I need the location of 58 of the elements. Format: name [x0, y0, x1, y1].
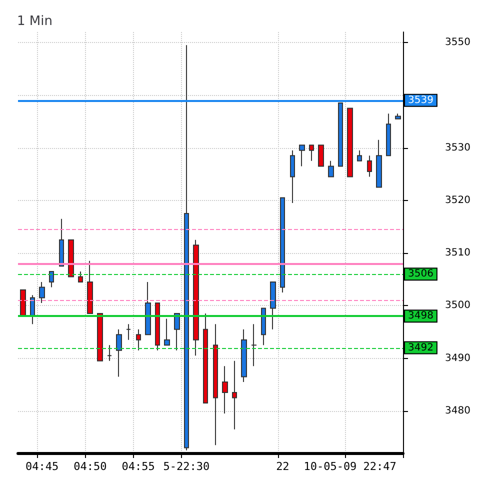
- candlestick: [126, 324, 131, 340]
- ref-line-label: 3498: [408, 310, 434, 322]
- y-tick-label: 3480: [445, 405, 470, 416]
- candlestick: [184, 44, 189, 451]
- candlestick: [309, 144, 314, 162]
- candlestick: [338, 102, 343, 167]
- x-tick-label: 5-22:30: [163, 460, 210, 473]
- candlestick: [203, 313, 208, 404]
- candlestick: [241, 328, 247, 382]
- y-tick-label: 3510: [445, 248, 470, 259]
- candlestick: [164, 318, 170, 346]
- candlestick: [251, 324, 257, 367]
- x-tick-label: 10-05-09 22:47: [304, 460, 396, 473]
- candlestick: [232, 360, 237, 430]
- x-tick-label: 22: [276, 460, 290, 473]
- ref-line-label: 3539: [408, 94, 434, 106]
- candlestick: [59, 218, 64, 267]
- x-tick-label: 04:55: [122, 460, 155, 473]
- y-tick-label: 3500: [445, 300, 470, 312]
- candlestick: [97, 313, 103, 362]
- candlestick: [136, 328, 141, 351]
- y-tick-label: 3520: [445, 194, 470, 206]
- x-tick-label: 04:50: [74, 460, 107, 473]
- candlestick: [145, 281, 151, 336]
- x-tick-label: 04:45: [26, 460, 59, 473]
- candlestick: [386, 113, 391, 156]
- candlestick: [222, 366, 228, 414]
- candlestick: [357, 150, 362, 162]
- y-tick-label: 3550: [445, 37, 470, 48]
- ref-line-label: 3492: [408, 342, 434, 354]
- candlestick: [116, 328, 122, 378]
- ref-line-label: 3506: [408, 268, 434, 280]
- candlestick: [395, 113, 401, 120]
- candlestick: [78, 270, 83, 282]
- candlestick: [213, 324, 218, 446]
- candlestick: [155, 302, 160, 351]
- candlestick: [49, 270, 54, 288]
- candlestick: [174, 313, 180, 351]
- candlestick: [193, 239, 199, 356]
- candlestick: [367, 155, 372, 178]
- candlestick: [299, 144, 305, 167]
- candlestick: [270, 281, 276, 330]
- candlestick: [347, 108, 353, 178]
- candlestick: [107, 344, 112, 362]
- chart-title: 1 Min: [17, 14, 52, 29]
- y-tick-label: 3530: [445, 142, 470, 154]
- candlestick: [39, 281, 45, 304]
- candlestick: [290, 150, 295, 204]
- candlestick: [20, 289, 26, 317]
- candlestick: [261, 308, 266, 346]
- candlestick: [87, 260, 93, 314]
- candlestick: [328, 160, 334, 178]
- candlestick: [318, 144, 324, 167]
- candlestick: [376, 139, 382, 188]
- candlestick: [30, 294, 35, 325]
- candlestick: [280, 197, 285, 293]
- candlestick: [68, 239, 74, 278]
- y-tick-label: 3490: [445, 352, 470, 364]
